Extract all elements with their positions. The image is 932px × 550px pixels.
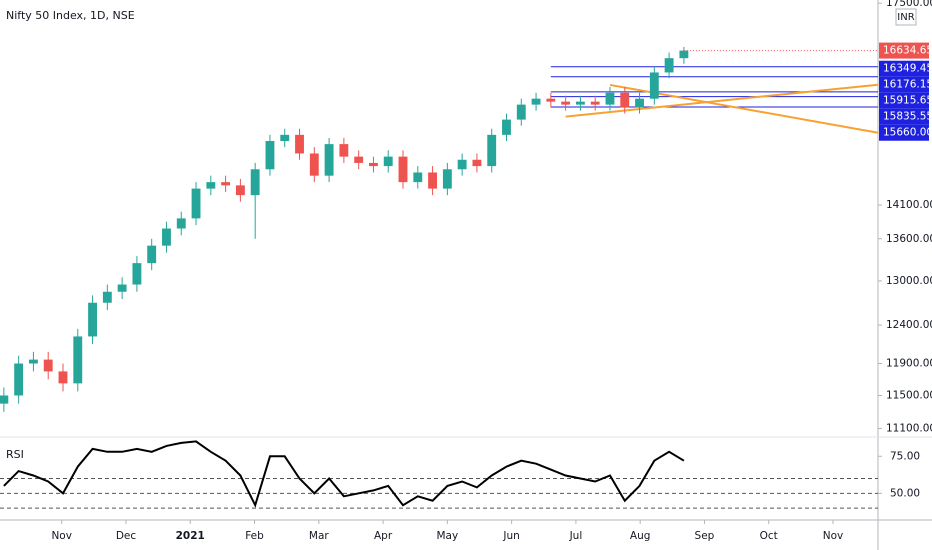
candle-body <box>354 156 364 163</box>
last-price-label: 16634.65 <box>883 45 932 57</box>
candle-body <box>295 134 304 154</box>
level-label-box <box>879 92 929 109</box>
x-tick-label: Jun <box>502 530 519 542</box>
candle-body <box>413 172 423 183</box>
candle-body <box>14 363 24 396</box>
candle-body <box>339 144 349 157</box>
candle-body <box>117 284 127 292</box>
x-tick-label: Sep <box>695 530 715 542</box>
x-tick-label: Aug <box>630 530 651 542</box>
candle-body <box>664 58 674 73</box>
candle-body <box>250 169 260 196</box>
y-tick-label: 12400.00 <box>886 319 932 331</box>
currency-box[interactable] <box>895 8 917 26</box>
candle-body <box>28 359 38 364</box>
x-tick-label: Jul <box>569 530 583 542</box>
candle-body <box>635 98 644 108</box>
candle-body <box>590 101 600 105</box>
candle-body <box>428 172 438 189</box>
candle-body <box>457 159 467 170</box>
y-tick-label: 14100.00 <box>886 199 932 211</box>
level-label: 16176.15 <box>883 79 932 91</box>
rsi-tick-label: 50.00 <box>890 487 920 499</box>
candle-body <box>649 72 659 99</box>
candle-body <box>472 159 482 167</box>
candle-body <box>0 395 9 404</box>
candle-body <box>221 182 231 186</box>
candle-body <box>487 134 497 167</box>
level-label-box <box>879 124 929 141</box>
candle-body <box>605 92 615 105</box>
x-tick-label: 2021 <box>176 530 205 542</box>
candle-body <box>369 162 378 167</box>
candle-body <box>620 92 630 108</box>
rsi-tick-label: 75.00 <box>890 450 920 462</box>
trend-line <box>565 83 879 118</box>
x-tick-label: Dec <box>116 530 137 542</box>
candle-body <box>561 101 571 105</box>
candle-body <box>43 359 53 372</box>
level-label-box <box>879 76 929 93</box>
x-tick-label: May <box>436 530 458 542</box>
candle-body <box>546 98 556 102</box>
x-tick-label: Nov <box>51 530 72 542</box>
level-label: 15660.00 <box>883 127 932 139</box>
x-tick-label: Oct <box>760 530 778 542</box>
candle-body <box>324 144 334 176</box>
y-tick-label: 11500.00 <box>886 389 932 401</box>
candle-body <box>235 185 245 196</box>
chart-title: Nifty 50 Index, 1D, NSE <box>6 9 135 22</box>
y-tick-label: 17500.00 <box>886 0 932 9</box>
candle-body <box>442 169 452 189</box>
candle-body <box>191 188 201 219</box>
y-tick-label: 13600.00 <box>886 233 932 245</box>
level-label: 15835.55 <box>883 111 932 123</box>
y-tick-label: 11900.00 <box>886 358 932 370</box>
y-tick-label: 13000.00 <box>886 275 932 287</box>
level-label: 15915.65 <box>883 95 932 107</box>
last-price-box <box>879 42 929 59</box>
candle-body <box>502 119 511 135</box>
candle-body <box>162 228 171 246</box>
candle-body <box>265 141 275 170</box>
candle-body <box>88 302 97 337</box>
candle-body <box>280 134 290 142</box>
currency[interactable]: INR <box>897 12 914 23</box>
candle-body <box>147 245 157 264</box>
candle-body <box>531 98 541 105</box>
candle-body <box>73 336 83 384</box>
candle-body <box>206 182 216 189</box>
x-tick-label: Nov <box>823 530 844 542</box>
candle-body <box>383 156 393 167</box>
rsi-label: RSI <box>6 448 24 461</box>
y-tick-label: 11100.00 <box>886 423 932 435</box>
x-tick-label: Feb <box>245 530 264 542</box>
x-tick-label: Apr <box>374 530 393 542</box>
level-label: 16349.45 <box>883 63 932 75</box>
candle-body <box>176 218 186 229</box>
x-tick-label: Mar <box>309 530 329 542</box>
rsi-line <box>3 440 685 508</box>
candle-body <box>102 291 112 303</box>
candle-body <box>516 104 526 120</box>
candle-body <box>575 101 585 105</box>
candle-body <box>132 263 142 285</box>
candle-body <box>398 156 408 183</box>
candle-body <box>679 50 689 59</box>
candle-body <box>309 153 319 176</box>
candle-body <box>58 371 68 384</box>
level-label-box <box>879 60 929 77</box>
level-label-box <box>879 108 929 125</box>
